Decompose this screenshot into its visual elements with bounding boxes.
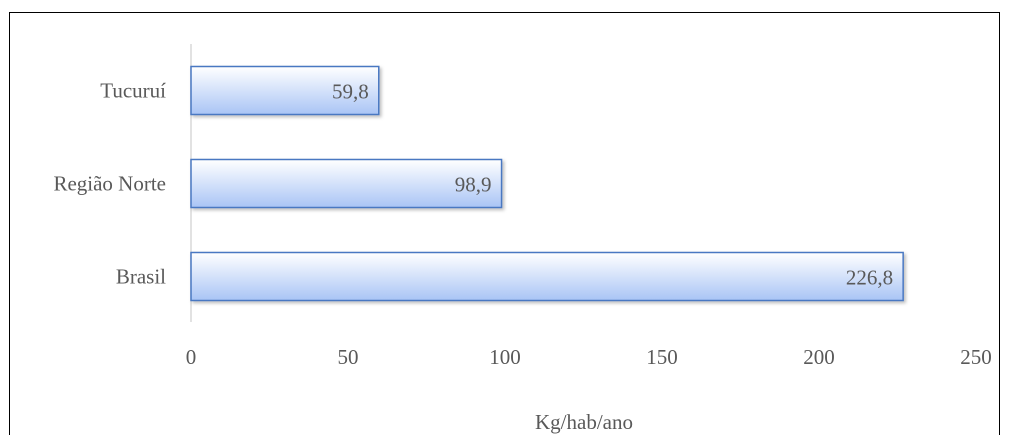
chart-border — [9, 12, 1000, 440]
x-tick-label: 100 — [489, 345, 521, 369]
x-tick-label: 150 — [646, 345, 678, 369]
category-label: Brasil — [116, 265, 166, 289]
bar-brasil — [190, 251, 904, 302]
data-label: 59,8 — [332, 80, 369, 104]
x-tick-label: 0 — [186, 345, 197, 369]
x-tick-label: 200 — [803, 345, 835, 369]
data-label: 226,8 — [846, 266, 893, 290]
bars-group: 59,8 98,9 226,8 — [190, 65, 904, 302]
x-tick-labels: 0 50 100 150 200 250 — [186, 345, 992, 369]
bar-tucuruí — [190, 65, 380, 116]
x-axis-title: Kg/hab/ano — [535, 410, 633, 434]
category-label: Região Norte — [53, 172, 166, 196]
category-label: Tucuruí — [100, 79, 166, 103]
category-labels: Tucuruí Região Norte Brasil — [53, 79, 166, 289]
x-tick-label: 250 — [960, 345, 992, 369]
data-label: 98,9 — [455, 173, 492, 197]
x-tick-label: 50 — [338, 345, 359, 369]
bar-região-norte — [190, 158, 503, 209]
